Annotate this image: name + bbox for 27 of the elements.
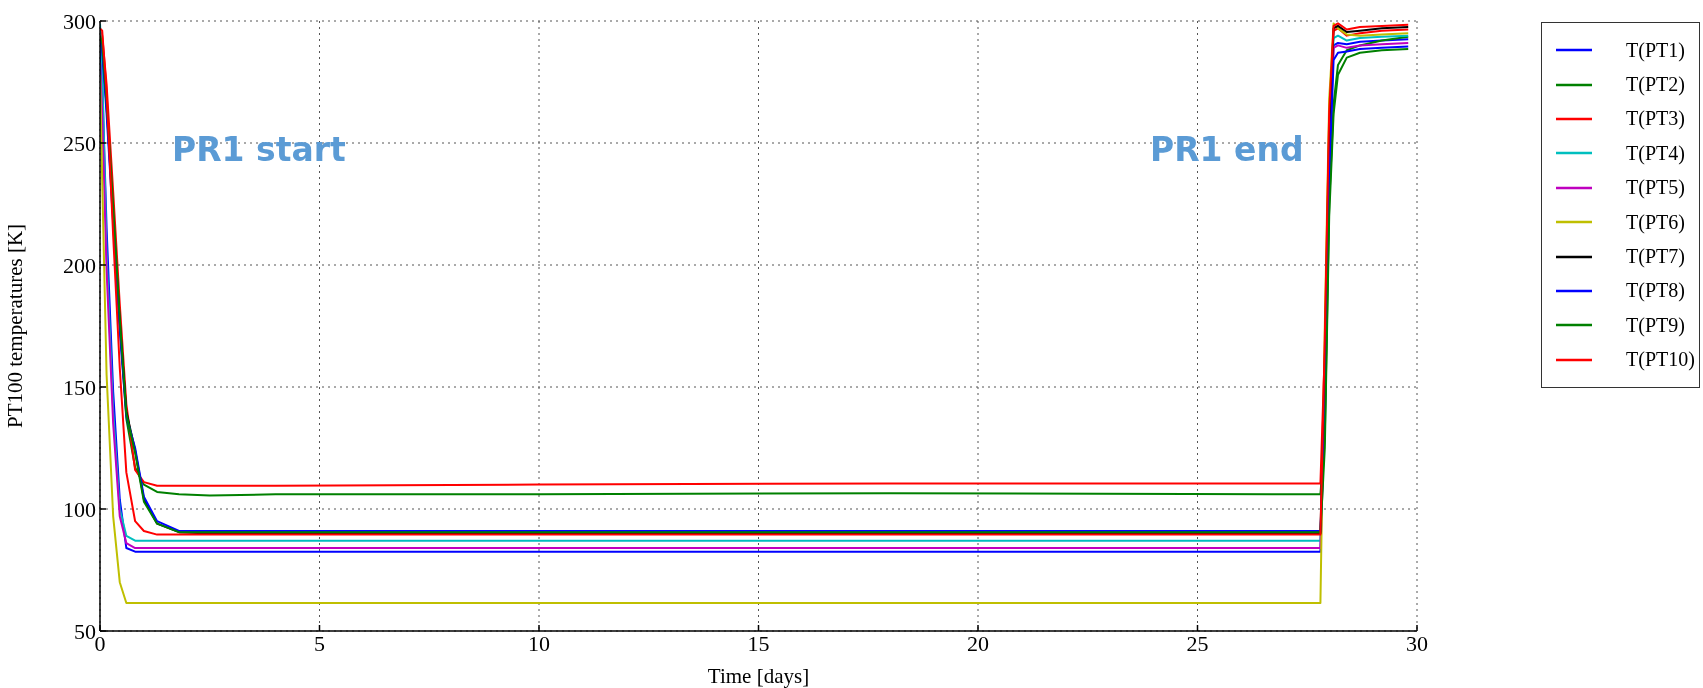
annotation: PR1 start xyxy=(172,130,346,169)
legend-label: T(PT10) xyxy=(1626,348,1695,372)
x-tick-label: 0 xyxy=(94,630,106,656)
legend-label: T(PT2) xyxy=(1626,73,1685,97)
legend-label: T(PT9) xyxy=(1626,313,1685,337)
x-tick-label: 15 xyxy=(747,630,770,656)
x-axis-title: Time [days] xyxy=(707,664,810,688)
y-tick-label: 300 xyxy=(63,8,96,34)
x-tick-label: 5 xyxy=(314,630,325,656)
legend-label: T(PT6) xyxy=(1626,210,1685,234)
y-tick-label: 250 xyxy=(63,130,96,156)
y-tick-label: 50 xyxy=(74,618,96,644)
x-tick-label: 30 xyxy=(1406,630,1428,656)
legend-label: T(PT5) xyxy=(1626,176,1685,200)
x-tick-label: 20 xyxy=(967,630,989,656)
y-tick-label: 100 xyxy=(63,496,96,522)
x-tick-label: 25 xyxy=(1186,630,1209,656)
x-tick-label: 10 xyxy=(528,630,550,656)
legend-label: T(PT7) xyxy=(1626,245,1685,269)
legend-label: T(PT3) xyxy=(1626,107,1685,131)
legend-label: T(PT8) xyxy=(1626,279,1685,303)
y-tick-label: 150 xyxy=(63,374,96,400)
annotation: PR1 end xyxy=(1150,130,1304,169)
legend-label: T(PT1) xyxy=(1626,38,1685,62)
y-tick-label: 200 xyxy=(63,252,96,278)
y-axis-title: PT100 temperatures [K] xyxy=(3,223,28,429)
legend-label: T(PT4) xyxy=(1626,141,1685,165)
